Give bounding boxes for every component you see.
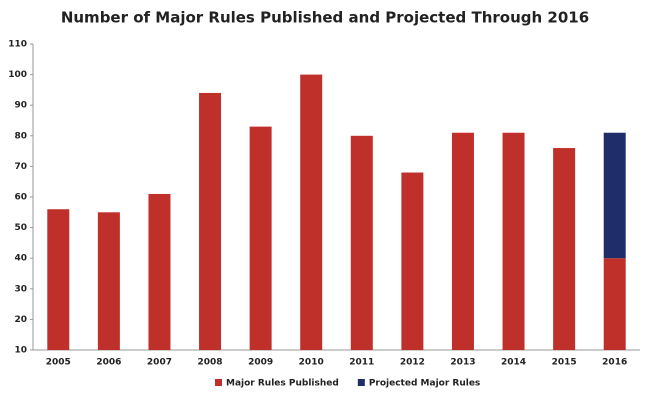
- x-tick-label: 2005: [46, 358, 71, 368]
- y-tick-label: 110: [8, 40, 27, 50]
- y-tick-label: 20: [14, 315, 27, 325]
- x-tick-label: 2013: [450, 358, 475, 368]
- bar: [97, 212, 120, 350]
- y-tick-label: 10: [14, 346, 27, 356]
- x-tick-label: 2011: [349, 358, 374, 368]
- bar: [249, 126, 272, 351]
- y-tick-label: 40: [14, 254, 27, 264]
- y-tick-label: 100: [8, 70, 27, 80]
- y-tick-label: 30: [14, 284, 27, 294]
- y-tick-label: 90: [14, 101, 27, 111]
- x-tick-label: 2007: [147, 358, 172, 368]
- x-tick-label: 2012: [400, 358, 425, 368]
- legend-swatch: [357, 379, 365, 386]
- x-tick-label: 2009: [248, 358, 273, 368]
- chart-title: Number of Major Rules Published and Proj…: [61, 9, 589, 27]
- bar: [350, 135, 373, 350]
- y-tick-label: 60: [14, 193, 27, 203]
- bar: [300, 74, 323, 350]
- legend-swatch: [215, 379, 222, 386]
- x-tick-label: 2006: [96, 358, 121, 368]
- legend-label: Projected Major Rules: [369, 379, 480, 389]
- y-tick-label: 50: [14, 223, 27, 233]
- bar: [553, 148, 576, 350]
- x-tick-label: 2015: [552, 358, 577, 368]
- bar: [148, 193, 171, 350]
- y-tick-label: 70: [14, 162, 27, 172]
- bar: [603, 132, 626, 259]
- x-tick-label: 2014: [501, 358, 526, 368]
- y-tick-label: 80: [14, 131, 27, 141]
- x-tick-label: 2008: [198, 358, 223, 368]
- legend-label: Major Rules Published: [226, 379, 339, 389]
- bar: [199, 92, 222, 351]
- x-tick-label: 2010: [299, 358, 324, 368]
- bar: [401, 172, 424, 350]
- bar: [47, 209, 70, 350]
- x-tick-label: 2016: [602, 358, 627, 368]
- bar: [451, 132, 474, 350]
- bar: [502, 132, 525, 350]
- bar: [603, 258, 626, 350]
